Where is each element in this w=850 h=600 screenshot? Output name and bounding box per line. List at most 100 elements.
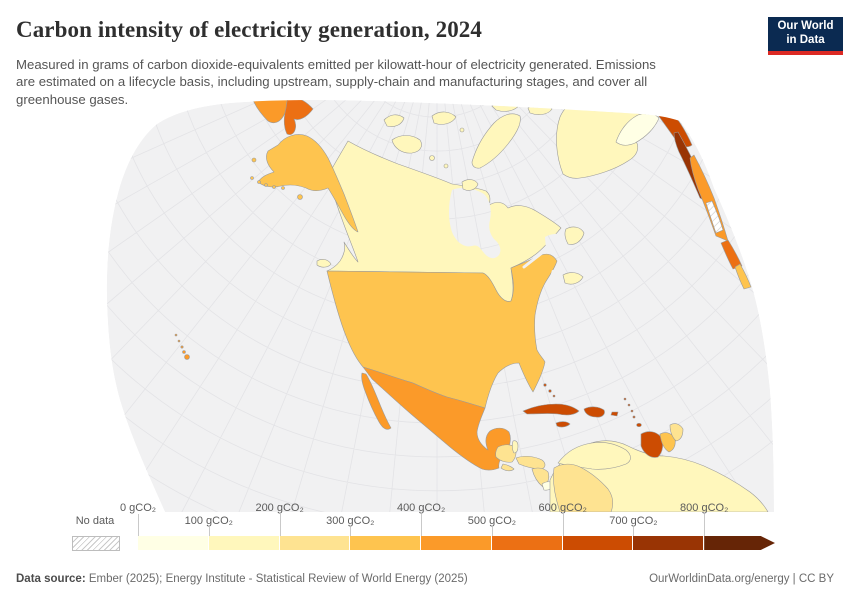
- legend-bin-0[interactable]: [138, 536, 208, 550]
- country-suriname[interactable]: [659, 432, 676, 453]
- country-canada-island[interactable]: [316, 259, 332, 268]
- country-venezuela[interactable]: [557, 442, 631, 470]
- data-source-label: Data source:: [16, 573, 86, 585]
- legend-tick-line-1: [208, 527, 210, 536]
- country-usa-aleutians[interactable]: [272, 185, 276, 189]
- legend-tick-line-3: [350, 527, 352, 536]
- country-canada-island[interactable]: [391, 135, 422, 154]
- owid-url-license[interactable]: OurWorldinData.org/energy | CC BY: [649, 573, 834, 585]
- legend-tick-label-0: 0 gCO₂: [119, 502, 157, 514]
- legend-bin-1[interactable]: [208, 536, 279, 550]
- legend-tick-line-2: [279, 514, 281, 536]
- country-usa-aleutians[interactable]: [257, 180, 261, 184]
- country-el-salvador[interactable]: [500, 463, 515, 472]
- country-canada-island[interactable]: [383, 114, 405, 127]
- legend-tick-label-1: 100 gCO₂: [184, 515, 233, 527]
- country-usa-aleutians[interactable]: [250, 176, 254, 180]
- country-iceland[interactable]: [615, 113, 660, 146]
- country-hispaniola[interactable]: [583, 406, 605, 418]
- legend-no-data-swatch[interactable]: [72, 536, 120, 551]
- country-canada-newfoundland[interactable]: [564, 226, 585, 245]
- page-title: Carbon intensity of electricity generati…: [16, 17, 482, 42]
- country-canada-island[interactable]: [459, 127, 465, 133]
- legend-tick-line-4: [421, 514, 423, 536]
- legend-tick-label-5: 500 gCO₂: [467, 515, 517, 527]
- country-usa-alaska[interactable]: [297, 194, 303, 200]
- country-trinidad[interactable]: [636, 422, 642, 427]
- legend-tick-label-6: 600 gCO₂: [538, 502, 587, 514]
- country-hawaii[interactable]: [180, 345, 184, 349]
- owid-logo-text: Our World in Data: [768, 17, 843, 51]
- legend-bin-8[interactable]: [704, 536, 775, 550]
- country-russia-east[interactable]: [283, 95, 314, 135]
- country-bahamas[interactable]: [543, 383, 547, 387]
- country-lesser-antilles[interactable]: [627, 403, 631, 407]
- legend-tick-label-7: 700 gCO₂: [609, 515, 658, 527]
- country-french-guiana[interactable]: [669, 423, 684, 442]
- legend-bin-3[interactable]: [350, 536, 421, 550]
- country-belize[interactable]: [512, 440, 519, 454]
- legend-no-data-label: No data: [75, 515, 115, 527]
- legend-bin-6[interactable]: [562, 536, 633, 550]
- legend-tick-line-0: [138, 514, 139, 536]
- country-guatemala[interactable]: [495, 444, 517, 463]
- legend-bin-4[interactable]: [421, 536, 491, 550]
- legend-bin-2[interactable]: [279, 536, 350, 550]
- chart-footer: Data source: Ember (2025); Energy Instit…: [0, 573, 850, 585]
- legend-tick-line-7: [633, 527, 635, 536]
- chart-subtitle: Measured in grams of carbon dioxide-equi…: [16, 56, 761, 108]
- country-hawaii[interactable]: [182, 350, 186, 354]
- legend-tick-label-3: 300 gCO₂: [326, 515, 375, 527]
- country-mexico[interactable]: [362, 366, 511, 471]
- country-bahamas[interactable]: [552, 394, 556, 398]
- country-guinea-region[interactable]: [734, 263, 752, 290]
- legend-tick-label-4: 400 gCO₂: [396, 502, 446, 514]
- subtitle-line-3: greenhouse gases.: [16, 91, 129, 107]
- country-usa-alaska[interactable]: [257, 134, 359, 233]
- country-hawaii[interactable]: [184, 354, 190, 360]
- country-russia[interactable]: [252, 94, 289, 124]
- legend-tick-label-2: 200 gCO₂: [255, 502, 304, 514]
- globe-map: [106, 94, 775, 512]
- country-hawaii[interactable]: [177, 339, 181, 343]
- subtitle-line-2: are estimated on a lifecycle basis, incl…: [16, 74, 648, 90]
- country-canada-island[interactable]: [431, 111, 457, 125]
- country-western-sahara[interactable]: [705, 200, 724, 234]
- legend-bin-5[interactable]: [491, 536, 562, 550]
- legend-bin-7[interactable]: [633, 536, 704, 550]
- country-usa-alaska[interactable]: [251, 157, 257, 163]
- map-legend: No data 0 gCO₂ 100 gCO₂ 200 gCO₂ 300 gCO₂ 40…: [0, 502, 850, 560]
- data-source-note: Data source: Ember (2025); Energy Instit…: [16, 573, 468, 585]
- country-lesser-antilles[interactable]: [630, 409, 634, 413]
- st-lawrence-river: [522, 247, 549, 269]
- legend-tick-label-8: 800 gCO₂: [680, 502, 729, 514]
- country-mexico-baja[interactable]: [361, 372, 392, 430]
- country-lesser-antilles[interactable]: [623, 397, 627, 401]
- legend-tick-line-6: [562, 514, 564, 536]
- country-senegal[interactable]: [720, 239, 743, 270]
- country-colombia[interactable]: [553, 463, 613, 512]
- country-canada-island[interactable]: [429, 155, 435, 161]
- country-cuba[interactable]: [522, 403, 580, 416]
- country-guyana[interactable]: [640, 431, 663, 458]
- country-honduras[interactable]: [515, 455, 546, 470]
- legend-tick-line-8: [704, 514, 706, 536]
- country-canada-island[interactable]: [443, 163, 449, 169]
- country-canada-nova-scotia[interactable]: [562, 272, 584, 285]
- country-canada-southampton[interactable]: [461, 179, 479, 191]
- country-usa-aleutians[interactable]: [281, 186, 285, 190]
- country-bahamas[interactable]: [548, 389, 552, 393]
- country-usa-aleutians[interactable]: [264, 183, 268, 187]
- owid-logo[interactable]: Our World in Data: [768, 17, 843, 55]
- country-hawaii[interactable]: [174, 333, 178, 337]
- legend-tick-line-5: [491, 527, 493, 536]
- data-source-text: Ember (2025); Energy Institute - Statist…: [85, 573, 468, 585]
- country-puerto-rico[interactable]: [610, 411, 619, 417]
- owid-logo-accent-bar: [768, 51, 843, 55]
- world-map: [106, 94, 775, 512]
- subtitle-line-1: Measured in grams of carbon dioxide-equi…: [16, 57, 656, 72]
- country-canada-island[interactable]: [471, 113, 521, 169]
- country-lesser-antilles[interactable]: [632, 415, 636, 419]
- country-jamaica[interactable]: [555, 421, 571, 428]
